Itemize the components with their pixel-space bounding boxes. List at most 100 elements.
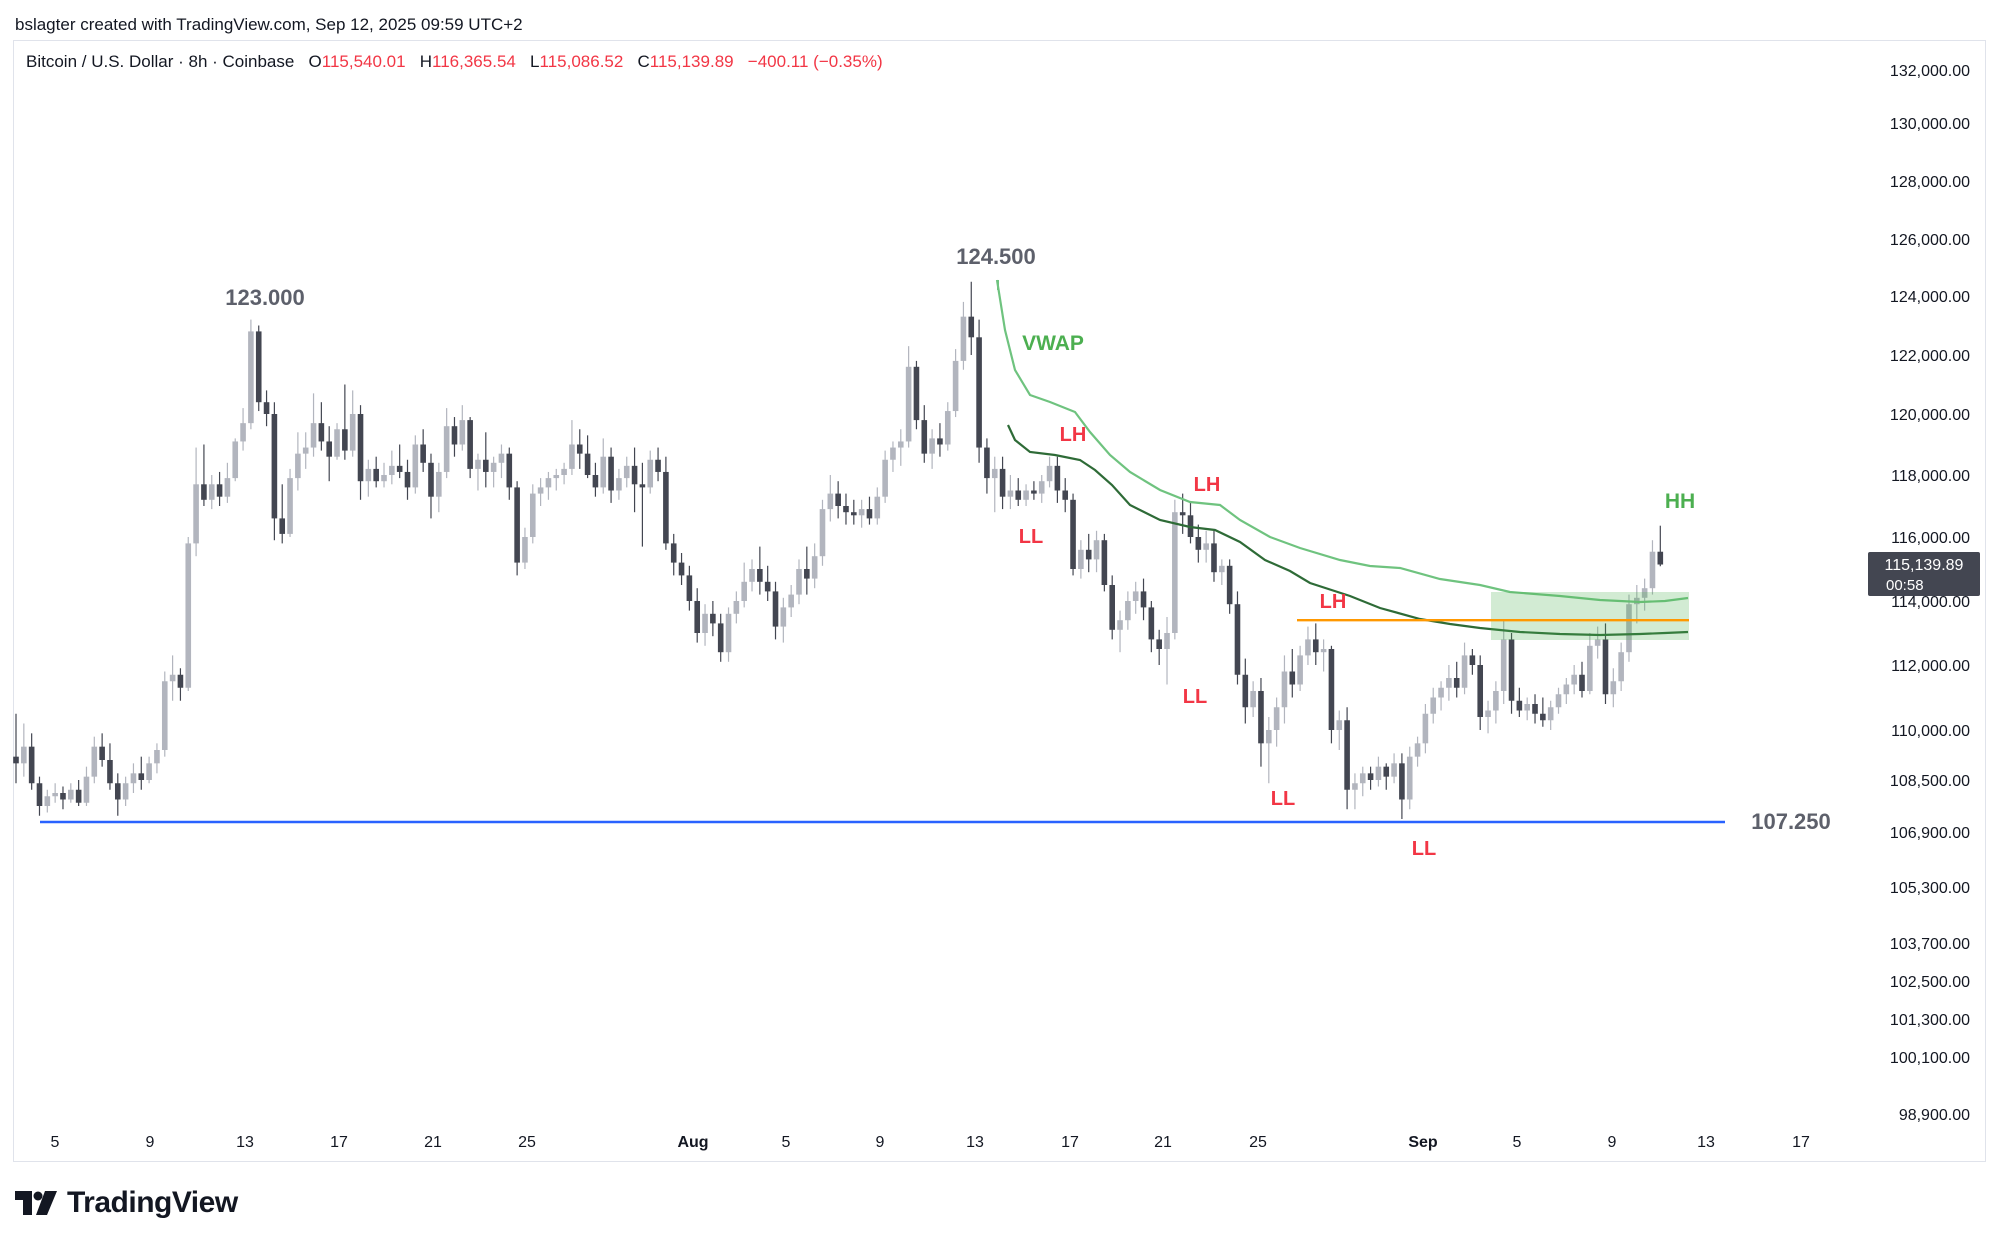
lower-low-label: LL <box>1271 788 1295 810</box>
chart-frame[interactable] <box>13 40 1986 1162</box>
candle <box>436 462 442 513</box>
candle <box>248 319 254 430</box>
candle <box>725 607 732 662</box>
candle-body <box>357 414 364 482</box>
candle <box>428 453 434 519</box>
candle <box>404 459 411 500</box>
high-value: 116,365.54 <box>432 52 516 71</box>
candle <box>788 585 794 617</box>
candle-body <box>647 459 654 488</box>
close-label: C <box>637 52 650 71</box>
candle-body <box>373 468 379 482</box>
candle <box>91 736 98 784</box>
candle <box>741 562 747 608</box>
candle <box>843 493 849 525</box>
candle <box>1266 717 1272 784</box>
candle <box>952 349 959 418</box>
candle <box>616 468 622 500</box>
candle-body <box>1414 743 1421 757</box>
candle-body <box>146 763 152 780</box>
candle-body <box>1031 490 1037 494</box>
candle-body <box>1587 645 1593 691</box>
candle-body <box>851 512 857 516</box>
candle-body <box>1649 551 1656 589</box>
annotation-layer: 123.000 124.500 107.250 VWAP LH LH LH LL LL LL LL H… <box>225 244 1831 860</box>
candle-body <box>631 465 638 485</box>
candle <box>1219 559 1225 585</box>
candle <box>780 597 787 643</box>
candle-body <box>1085 549 1092 560</box>
candle <box>631 447 638 513</box>
candle-body <box>68 789 74 800</box>
close-value: 115,139.89 <box>649 52 734 71</box>
peak-label: 123.000 <box>225 285 305 310</box>
candle <box>851 499 857 525</box>
candle <box>1375 756 1382 787</box>
candle <box>490 456 497 488</box>
candle <box>1532 694 1538 724</box>
candle <box>1485 700 1491 734</box>
candle-body <box>569 444 575 469</box>
candle <box>545 471 552 500</box>
candle <box>224 462 231 503</box>
lower-low-label: LL <box>1412 838 1436 860</box>
lower-low-label: LL <box>1183 686 1207 708</box>
support-label: 107.250 <box>1751 809 1831 834</box>
candle-body <box>968 316 975 338</box>
time-tick-label: 25 <box>1249 1134 1267 1151</box>
candle <box>1140 578 1147 621</box>
candle <box>1085 533 1092 573</box>
candle <box>420 429 426 472</box>
candle <box>1461 642 1468 695</box>
candle <box>1258 678 1264 767</box>
tradingview-logo-icon <box>15 1191 57 1215</box>
candle <box>608 447 614 503</box>
candle-body <box>428 462 434 497</box>
candle <box>1493 681 1499 724</box>
candle <box>443 408 450 479</box>
candle <box>1649 540 1656 595</box>
price-axis[interactable]: 132,000.00 130,000.00 128,000.00 126,000.00… <box>1890 63 1970 1124</box>
candle-body <box>1179 512 1186 516</box>
candle <box>827 475 834 522</box>
candle-body <box>1328 649 1335 730</box>
candle-body <box>295 453 301 479</box>
candle-body <box>177 674 184 688</box>
candle <box>396 444 403 479</box>
time-axis[interactable]: 5 9 13 17 21 25 Aug 5 9 13 17 21 25 Sep 5 9 13 17 <box>51 1134 1810 1151</box>
candle-body <box>1015 490 1022 500</box>
candle-body <box>1250 691 1256 708</box>
candle <box>1078 540 1084 579</box>
candle-body <box>976 337 982 448</box>
lower-high-label: LH <box>1194 474 1221 496</box>
candle <box>819 499 826 566</box>
candle-body <box>913 366 920 421</box>
candle-body <box>255 331 262 403</box>
tradingview-logo[interactable]: TradingView <box>15 1185 238 1221</box>
candle-body <box>960 316 967 361</box>
candle <box>592 462 599 497</box>
candle <box>647 450 654 494</box>
candle <box>1540 697 1546 727</box>
candle <box>1281 655 1288 724</box>
candle-body <box>342 429 348 451</box>
candle-body <box>99 746 105 760</box>
candle-body <box>561 468 567 475</box>
candle <box>655 447 661 482</box>
candle-body <box>1453 678 1460 688</box>
candle <box>1242 658 1249 724</box>
candle-body <box>1571 674 1577 685</box>
candle-body <box>248 331 254 424</box>
candle-body <box>1477 665 1484 717</box>
candle-body <box>1422 713 1429 744</box>
candle-body <box>1234 604 1241 675</box>
candle-body <box>1226 565 1233 605</box>
candle-body <box>984 447 990 479</box>
time-tick-label: Sep <box>1408 1134 1438 1151</box>
symbol-legend[interactable]: Bitcoin / U.S. Dollar · 8h · Coinbase O1… <box>26 52 883 72</box>
candle <box>1117 610 1123 653</box>
candle-body <box>318 423 325 442</box>
time-tick-label: 9 <box>146 1134 155 1151</box>
candle-body <box>1563 684 1570 695</box>
